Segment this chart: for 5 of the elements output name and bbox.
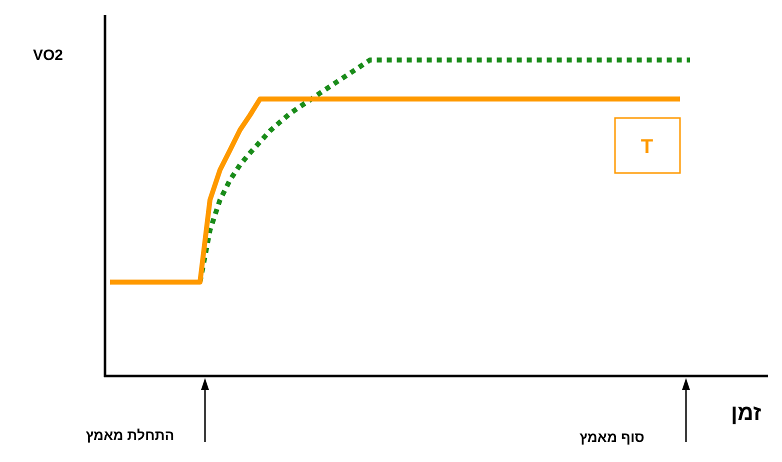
annotation: T	[640, 136, 654, 158]
x-axis-title: זמן	[730, 400, 762, 425]
text: סוף מאמץ	[580, 429, 644, 445]
text: התחלת מאמץ	[86, 427, 174, 443]
y-axis-title: VO2	[32, 47, 64, 64]
